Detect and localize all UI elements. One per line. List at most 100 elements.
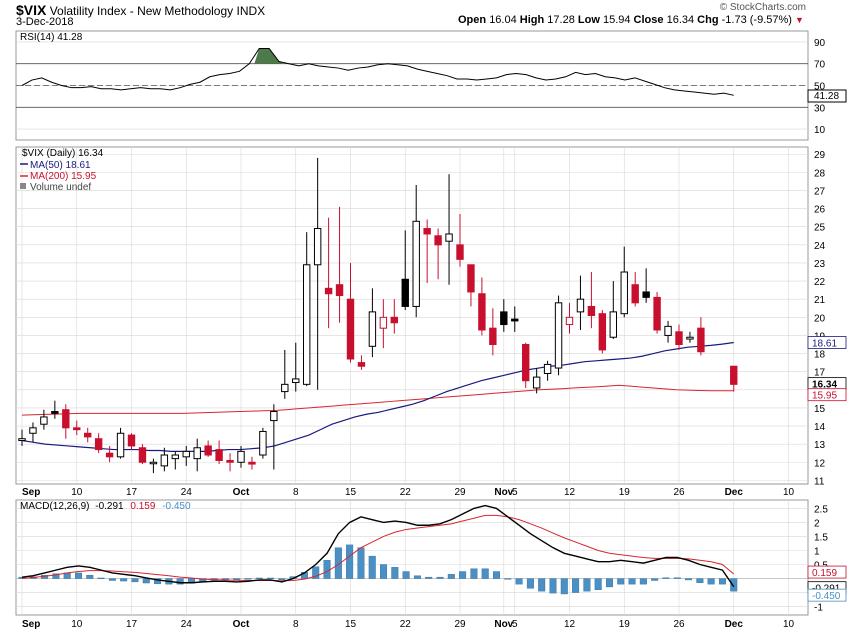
rsi-line: [21, 47, 734, 96]
macd-histogram-bar: [380, 564, 388, 579]
candle: [149, 458, 158, 474]
candle-body: [116, 432, 125, 458]
rsi-panel: 10 30 50 70 90 RSI(14) 41.28 41.28: [15, 30, 847, 141]
date-tick-label: 12: [564, 487, 576, 498]
macd-histogram-bar: [52, 573, 60, 579]
macd-histogram-bar: [142, 578, 150, 584]
date-tick-label: 22: [400, 619, 412, 630]
candle: [259, 427, 267, 459]
date-tick-label: 29: [454, 619, 466, 630]
macd-histogram-bar: [255, 577, 263, 579]
candle-body: [587, 305, 596, 316]
price-frame: [15, 146, 809, 485]
candle-body: [500, 311, 508, 326]
date-tick-label: 19: [619, 487, 631, 498]
macd-histogram-bar: [334, 547, 342, 579]
candle: [456, 214, 464, 267]
candle: [511, 306, 519, 332]
ma200-legend: MA(200) 15.95: [30, 171, 97, 182]
macd-histogram-bar: [662, 577, 670, 579]
macd-histogram-bar: [244, 578, 252, 580]
date-tick-label: Oct: [233, 619, 250, 630]
candle: [346, 262, 355, 363]
macd-histogram-bar: [685, 578, 693, 581]
price-tick-label: 28: [814, 168, 826, 179]
date-tick-label: 17: [126, 487, 138, 498]
candle-body: [554, 302, 563, 369]
rsi-last-label: 41.28: [814, 91, 839, 102]
macd-right-label: -0.450: [812, 591, 841, 602]
date-tick-label: 10: [783, 487, 795, 498]
macd-histogram-bar: [459, 571, 467, 579]
macd-histogram-bar: [651, 578, 659, 581]
candle: [423, 219, 431, 283]
candle-body: [313, 228, 322, 266]
candle-body: [270, 411, 278, 422]
date-tick-label: 8: [293, 619, 299, 630]
candle: [127, 433, 136, 450]
candle: [565, 302, 574, 334]
date-tick-label: 26: [673, 487, 685, 498]
price-tick-label: 17: [814, 368, 826, 379]
candle: [73, 420, 81, 436]
candle: [182, 445, 190, 466]
candle-body: [489, 327, 497, 345]
exchange: INDX: [236, 4, 266, 18]
candle: [40, 409, 48, 430]
rsi-tick-label: 70: [814, 60, 826, 71]
candle-body: [204, 445, 212, 456]
macd-histogram-bar: [572, 578, 580, 593]
macd-line: [21, 504, 735, 588]
macd-histogram-bar: [594, 578, 602, 590]
candle: [116, 427, 125, 459]
macd-signal-line: [21, 514, 735, 582]
macd-histogram-bar: [391, 567, 399, 579]
rsi-last-box: [807, 89, 847, 103]
candle-body: [248, 461, 256, 465]
macd-right-label-box: [807, 565, 847, 579]
candle: [620, 246, 628, 318]
candle: [390, 299, 399, 334]
candle: [522, 342, 530, 388]
price-tick-label: 25: [814, 223, 826, 234]
candle-body: [543, 363, 552, 374]
candle: [29, 422, 37, 443]
macd-legend-signal: 0.159: [130, 501, 155, 512]
macd-histogram-bar: [120, 578, 128, 582]
candle-body: [73, 427, 81, 431]
candle: [631, 272, 639, 307]
candle: [292, 342, 300, 392]
macd-histogram-bar: [86, 574, 94, 579]
candle: [697, 317, 705, 356]
price-tick-label: 21: [814, 295, 826, 306]
date-tick-label: 12: [564, 619, 576, 630]
candle-body: [576, 298, 585, 313]
date-tick-label: 10: [71, 487, 83, 498]
candle-body: [368, 311, 377, 347]
candle-body: [215, 449, 223, 461]
low-value: 15.94: [602, 14, 631, 26]
candle: [303, 232, 311, 387]
macd-histogram-bar: [108, 578, 116, 581]
candle: [18, 429, 26, 446]
ma200-line: [21, 384, 734, 416]
macd-histogram-bar: [493, 571, 501, 579]
candle-body: [609, 311, 617, 338]
macd-histogram-bar: [154, 578, 162, 585]
chg-value: -1.73 (-9.57%): [721, 14, 792, 26]
macd-histogram-bar: [413, 575, 421, 579]
macd-legend-label: MACD(12,26,9): [20, 501, 89, 512]
candle: [642, 268, 650, 303]
price-tick-label: 27: [814, 186, 826, 197]
price-tick-label: 11: [814, 476, 825, 487]
candle: [445, 174, 453, 285]
candle: [412, 185, 420, 318]
price-panel: 11121314151617181920212223242526272829 $…: [15, 146, 847, 487]
candle-body: [412, 220, 420, 307]
candle: [653, 291, 661, 334]
date-tick-label: 10: [71, 619, 83, 630]
candle-body: [401, 278, 409, 307]
price-right-label-box: [807, 336, 847, 349]
candle: [324, 217, 333, 329]
